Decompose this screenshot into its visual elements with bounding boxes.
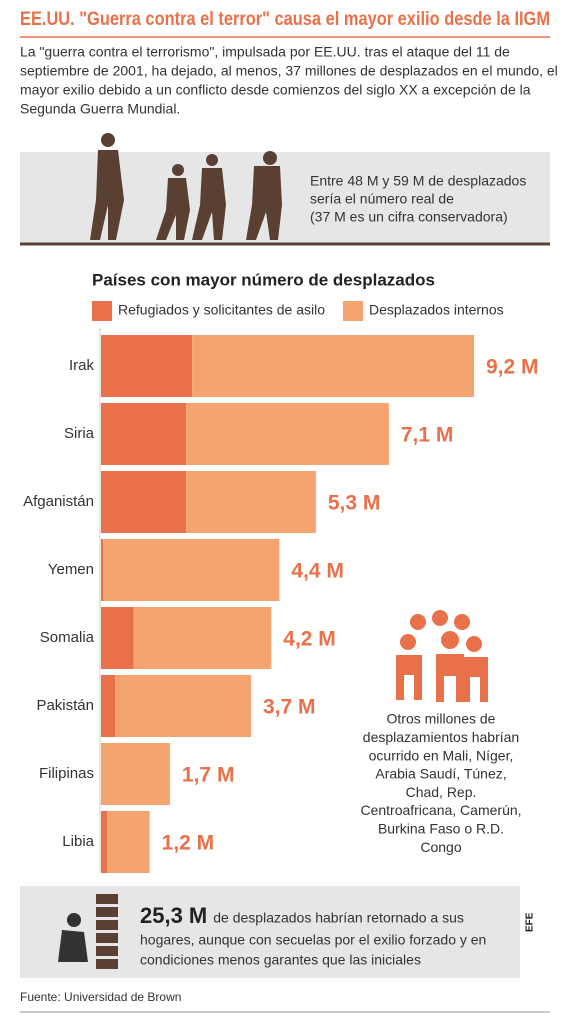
side-line: Otros millones de xyxy=(387,711,496,727)
bottom-note: 25,3 M de desplazados habrían retornado a… xyxy=(140,903,486,968)
bar-segment xyxy=(101,403,187,465)
bar-segment xyxy=(101,675,116,737)
side-line: ocurrido en Mali, Níger, xyxy=(369,747,514,763)
bottom-figure: 25,3 M xyxy=(140,903,207,928)
category-label: Pakistán xyxy=(36,697,94,714)
category-label: Irak xyxy=(69,357,95,374)
callout-line: sería el número real de xyxy=(310,191,454,207)
total-label: 4,4 M xyxy=(291,560,344,583)
side-line: desplazamientos habrían xyxy=(363,729,519,745)
intro-line: mayor exilio debido a un conflicto desde… xyxy=(20,82,531,98)
total-label: 3,7 M xyxy=(263,696,316,719)
intro-line: Segunda Guerra Mundial. xyxy=(20,101,180,117)
callout: Entre 48 M y 59 M de desplazados sería el… xyxy=(310,173,526,225)
legend-label: Refugiados y solicitantes de asilo xyxy=(118,302,325,318)
chart: Refugiados y solicitantes de asilo Despla… xyxy=(23,301,539,873)
legend-swatch xyxy=(92,301,112,321)
side-line: Chad, Rep. xyxy=(406,784,477,800)
total-label: 4,2 M xyxy=(283,628,336,651)
silhouettes xyxy=(90,133,282,240)
people-icon xyxy=(396,610,488,702)
bar-segment xyxy=(115,675,252,737)
bar-segment xyxy=(186,471,316,533)
legend-swatch xyxy=(343,301,363,321)
side-line: Arabia Saudí, Túnez, xyxy=(375,766,506,782)
side-line: Burkina Faso o R.D. xyxy=(378,821,504,837)
bar-segment xyxy=(103,539,280,601)
bottom-line: hogares, aunque con secuelas por el exil… xyxy=(140,932,486,948)
source: Fuente: Universidad de Brown xyxy=(20,990,181,1004)
side-line: Centroafricana, Camerún, xyxy=(360,802,521,818)
category-label: Siria xyxy=(64,425,95,442)
agency-logo: EFE xyxy=(525,912,536,932)
title: EE.UU. "Guerra contra el terror" causa e… xyxy=(20,9,550,30)
category-label: Libia xyxy=(62,833,94,850)
bar-segment xyxy=(101,335,193,397)
intro-line: La "guerra contra el terrorismo", impuls… xyxy=(20,44,510,60)
side-line: Congo xyxy=(420,839,461,855)
total-label: 9,2 M xyxy=(486,356,539,379)
total-label: 1,2 M xyxy=(162,832,215,855)
bar-segment xyxy=(101,539,104,601)
bar-segment xyxy=(133,607,272,669)
category-label: Afganistán xyxy=(23,493,94,510)
chart-title: Países con mayor número de desplazados xyxy=(92,270,435,289)
bar-segment xyxy=(192,335,474,397)
total-label: 5,3 M xyxy=(328,492,381,515)
side-note: Otros millones de desplazamientos habrían… xyxy=(360,711,521,855)
bar-segment xyxy=(101,743,170,805)
bar-segment xyxy=(107,811,150,873)
bar-segment xyxy=(101,607,134,669)
legend-label: Desplazados internos xyxy=(369,302,504,318)
total-label: 7,1 M xyxy=(401,424,454,447)
callout-line: Entre 48 M y 59 M de desplazados xyxy=(310,173,526,189)
category-label: Yemen xyxy=(48,561,94,578)
category-label: Somalia xyxy=(40,629,95,646)
category-label: Filipinas xyxy=(39,765,94,782)
intro: La "guerra contra el terrorismo", impuls… xyxy=(20,44,558,117)
returnee-icon xyxy=(58,894,118,969)
total-label: 1,7 M xyxy=(182,764,235,787)
bottom-line: de desplazados habrían retornado a sus xyxy=(213,910,464,926)
bar-segment xyxy=(101,471,187,533)
bar-segment xyxy=(186,403,389,465)
intro-line: septiembre de 2001, ha dejado, al menos,… xyxy=(20,63,558,79)
bar-segment xyxy=(101,811,108,873)
callout-line: (37 M es un cifra conservadora) xyxy=(310,209,508,225)
bottom-line: condiciones menos garantes que las inici… xyxy=(140,952,421,968)
